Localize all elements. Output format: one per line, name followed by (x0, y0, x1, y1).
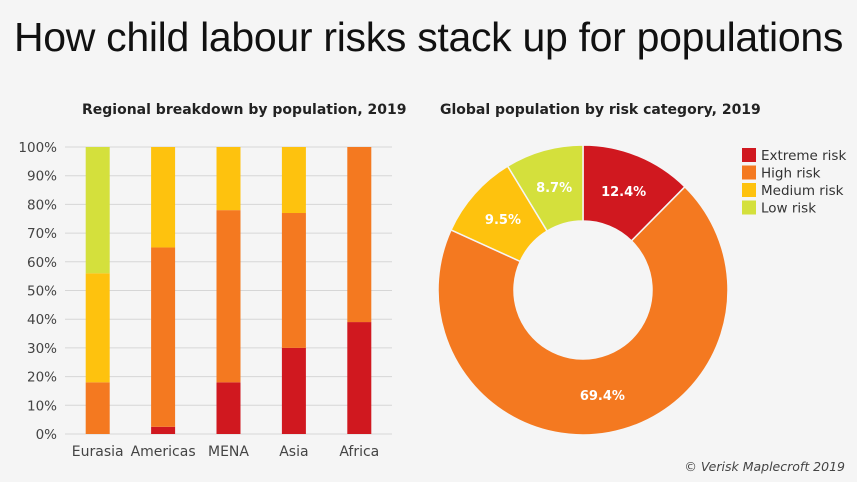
donut-chart-title: Global population by risk category, 2019 (440, 102, 761, 118)
x-tick-label: Asia (279, 444, 308, 460)
slice-label: 69.4% (580, 389, 625, 404)
y-tick-label: 40% (27, 312, 57, 328)
bar-segment-high-risk (85, 382, 110, 434)
y-tick-label: 60% (27, 255, 57, 271)
bar-segment-high-risk (281, 213, 306, 348)
bar-segment-extreme-risk (216, 382, 241, 434)
credit: © Verisk Maplecroft 2019 (684, 459, 845, 474)
y-tick-label: 20% (27, 370, 57, 386)
page-title: How child labour risks stack up for popu… (13, 14, 844, 60)
y-tick-label: 100% (18, 140, 57, 156)
bar-segment-medium-risk (85, 273, 110, 383)
donut-slice-high-risk (437, 185, 729, 436)
bar-segment-medium-risk (216, 147, 241, 211)
y-tick-label: 10% (27, 398, 57, 414)
slice-label: 12.4% (601, 185, 646, 200)
x-tick-label: Eurasia (72, 444, 124, 460)
bar-segment-extreme-risk (151, 426, 176, 434)
legend-swatch (742, 148, 756, 162)
bar-segment-high-risk (347, 147, 372, 323)
legend-swatch (742, 165, 756, 180)
legend-label: Extreme risk (761, 148, 846, 164)
slice-label: 8.7% (536, 181, 572, 196)
y-tick-label: 80% (27, 197, 57, 213)
legend-swatch (742, 200, 756, 215)
bar-segment-high-risk (216, 210, 241, 383)
x-tick-label: MENA (208, 444, 249, 460)
bar-segment-extreme-risk (347, 322, 372, 434)
bar-segment-medium-risk (151, 147, 176, 248)
x-tick-label: Americas (131, 444, 196, 460)
y-tick-label: 50% (27, 284, 57, 300)
bar-segment-low-risk (85, 147, 110, 274)
bar-segment-extreme-risk (281, 347, 306, 434)
y-tick-label: 70% (27, 226, 57, 242)
y-tick-label: 30% (27, 341, 57, 357)
legend-label: Medium risk (761, 183, 844, 199)
slice-label: 9.5% (485, 213, 521, 228)
y-tick-label: 0% (36, 427, 58, 443)
legend-label: High risk (761, 166, 821, 182)
legend-swatch (742, 183, 756, 197)
x-tick-label: Africa (339, 444, 379, 460)
legend-label: Low risk (761, 201, 816, 217)
donut-slice-low-risk (506, 144, 584, 233)
bar-chart-title: Regional breakdown by population, 2019 (82, 102, 407, 118)
bar-segment-medium-risk (281, 147, 306, 214)
bar-segment-high-risk (151, 247, 176, 427)
y-tick-label: 90% (27, 169, 57, 185)
